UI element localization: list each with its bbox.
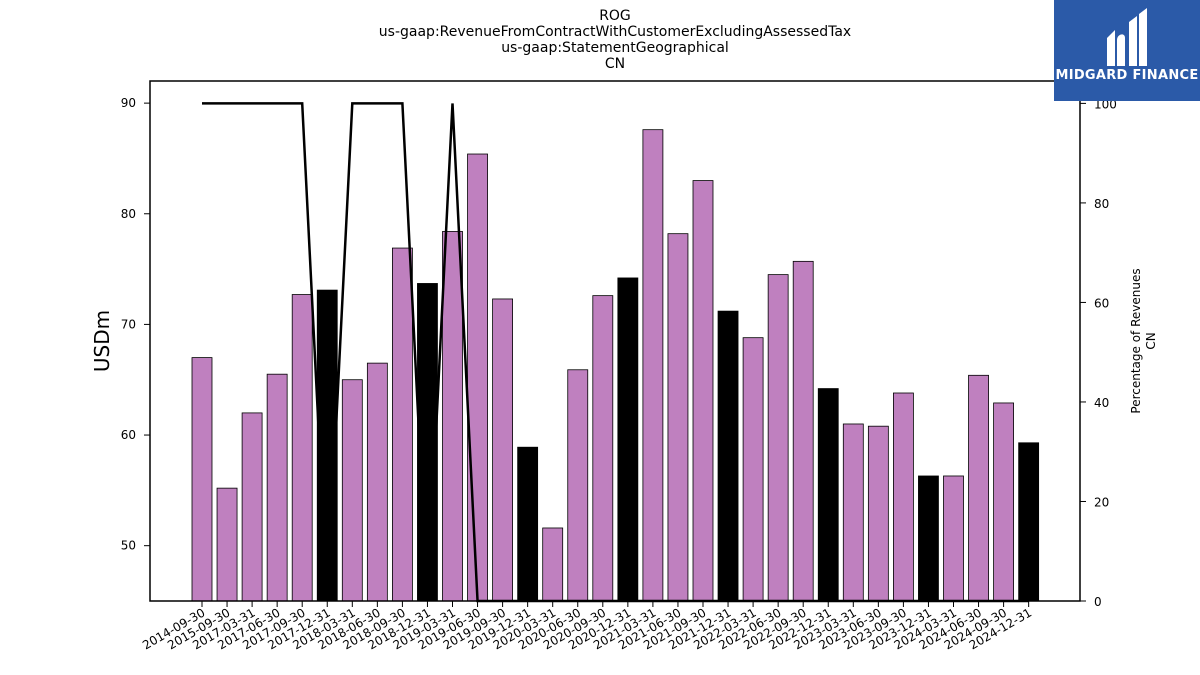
bar-2021-06-30 (667, 233, 689, 602)
bar-2020-06-30 (567, 369, 589, 602)
bar-2023-12-31 (918, 475, 939, 602)
logo: MIDGARD FINANCE (1054, 0, 1200, 101)
bar-2018-06-30 (366, 362, 388, 602)
bar-2024-12-31 (1018, 442, 1040, 602)
logo-text: MIDGARD FINANCE (1055, 68, 1199, 83)
bar-2019-12-31 (517, 446, 539, 602)
bar-2022-12-31 (817, 388, 839, 602)
bar-2021-12-31 (717, 310, 739, 602)
y2-tick-label: 0 (1094, 595, 1102, 609)
bar-2023-06-30 (867, 425, 889, 602)
bar-2020-12-31 (617, 277, 639, 602)
y-tick-label: 60 (121, 428, 136, 442)
bar-2020-03-31 (542, 527, 564, 602)
bar-2023-09-30 (893, 392, 914, 602)
title-line-1: ROG (599, 8, 631, 24)
y2-tick-label: 80 (1094, 197, 1109, 211)
y2-tick-label: 40 (1094, 396, 1109, 410)
bar-2022-03-31 (742, 337, 764, 602)
title-line-3: us-gaap:StatementGeographical (501, 40, 729, 56)
y2-axis-label-line-2: CN (1144, 332, 1158, 349)
y-tick-label: 50 (121, 539, 136, 553)
bar-2019-03-31 (442, 231, 463, 602)
bar-2022-06-30 (767, 274, 789, 602)
bar-2023-03-31 (842, 423, 864, 602)
y-tick-label: 80 (121, 207, 136, 221)
y-axis-left: 50 60 70 80 90 (121, 96, 150, 553)
bar-2020-09-30 (592, 295, 614, 602)
y2-tick-label: 60 (1094, 296, 1109, 310)
bar-2018-03-31 (341, 379, 363, 602)
bar-2017-09-30 (291, 294, 313, 602)
y2-tick-label: 20 (1094, 495, 1109, 509)
bar-2017-06-30 (266, 373, 288, 602)
bar-2018-09-30 (391, 247, 413, 602)
bar-series (191, 129, 1040, 602)
y-axis-label: USDm (90, 310, 114, 372)
bar-2021-03-31 (642, 129, 664, 602)
plot-frame (149, 80, 1081, 602)
title-line-4: CN (605, 56, 625, 72)
bar-2021-09-30 (692, 180, 714, 602)
bar-2024-09-30 (993, 402, 1014, 602)
x-axis: 2014-09-302015-09-302017-03-312017-06-30… (140, 601, 1034, 652)
bar-2024-03-31 (943, 475, 964, 602)
chart-title: ROG us-gaap:RevenueFromContractWithCusto… (379, 8, 851, 72)
bar-2022-09-30 (792, 260, 814, 602)
y-tick-label: 70 (121, 317, 136, 331)
bar-2014-09-30 (191, 357, 213, 602)
bar-2015-09-30 (216, 487, 238, 602)
bar-2024-06-30 (968, 374, 989, 602)
y2-axis-label-line-1: Percentage of Revenues (1129, 268, 1143, 413)
logo-mark-icon (1107, 8, 1147, 66)
y-tick-label: 90 (121, 96, 136, 110)
bar-2017-03-31 (241, 412, 263, 602)
bar-2019-09-30 (492, 298, 514, 602)
bar-2019-06-30 (467, 153, 488, 602)
title-line-2: us-gaap:RevenueFromContractWithCustomerE… (379, 24, 851, 40)
